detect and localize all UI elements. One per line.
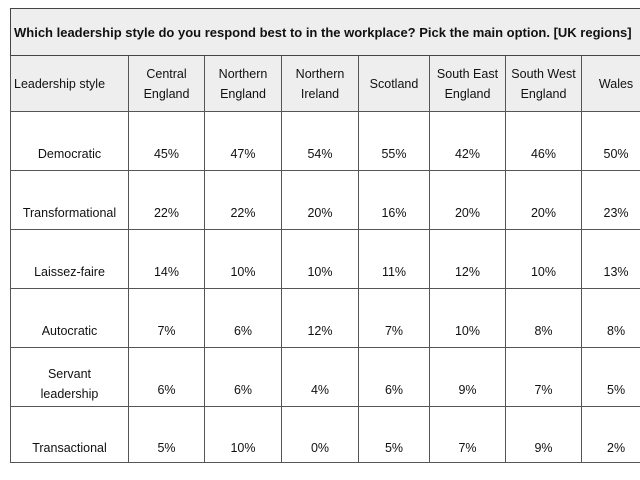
table-cell: 12% (281, 288, 359, 348)
table-cell: 10% (281, 229, 359, 289)
header-row: Leadership style Central England Northern… (10, 55, 640, 112)
table-cell: 20% (429, 170, 506, 230)
table-cell: 5% (128, 406, 205, 463)
table-cell: 7% (358, 288, 430, 348)
table-row: Autocratic 7% 6% 12% 7% 10% 8% 8% (10, 288, 640, 348)
row-label-line: leadership (40, 387, 99, 401)
column-header-line: South East (436, 66, 499, 81)
table-cell: 10% (204, 229, 282, 289)
table-row: Transformational 22% 22% 20% 16% 20% 20% 23% (10, 170, 640, 230)
table-cell: 10% (429, 288, 506, 348)
column-header-line: Scotland (369, 76, 419, 91)
table-cell: 6% (128, 347, 205, 407)
column-header: South West England (505, 55, 582, 112)
table-cell: 0% (281, 406, 359, 463)
column-header-line: England (444, 86, 491, 101)
row-label: Autocratic (10, 288, 129, 348)
table-cell: 9% (429, 347, 506, 407)
table-row: Democratic 45% 47% 54% 55% 42% 46% 50% (10, 111, 640, 171)
column-header: Scotland (358, 55, 430, 112)
table-cell: 16% (358, 170, 430, 230)
column-header: Wales (580, 55, 640, 112)
table-cell: 10% (204, 406, 282, 463)
row-label: Transactional (10, 406, 129, 463)
table-cell: 7% (505, 347, 582, 407)
table-cell: 54% (281, 111, 359, 171)
table-cell: 42% (429, 111, 506, 171)
column-header: Central England (128, 55, 205, 112)
table-cell: 6% (204, 347, 282, 407)
survey-results-table: Which leadership style do you respond be… (9, 8, 640, 463)
table-cell: 5% (358, 406, 430, 463)
row-header-label: Leadership style (10, 55, 129, 112)
table-body: Democratic 45% 47% 54% 55% 42% 46% 50% Transform… (10, 111, 640, 463)
column-header: South East England (429, 55, 506, 112)
table-cell: 2% (580, 406, 640, 463)
table-cell: 7% (128, 288, 205, 348)
row-label: Servant leadership (10, 347, 129, 407)
column-header-line: England (520, 86, 567, 101)
table-cell: 9% (505, 406, 582, 463)
table-cell: 5% (580, 347, 640, 407)
row-label: Democratic (10, 111, 129, 171)
survey-table-container: Which leadership style do you respond be… (9, 8, 640, 463)
table-cell: 11% (358, 229, 430, 289)
table-cell: 8% (505, 288, 582, 348)
table-cell: 50% (580, 111, 640, 171)
column-header-line: England (143, 86, 190, 101)
table-cell: 12% (429, 229, 506, 289)
column-header-line: Central (146, 66, 187, 81)
table-cell: 8% (580, 288, 640, 348)
table-cell: 55% (358, 111, 430, 171)
table-cell: 7% (429, 406, 506, 463)
column-header-line: South West (511, 66, 576, 81)
table-cell: 4% (281, 347, 359, 407)
table-cell: 14% (128, 229, 205, 289)
table-row: Laissez-faire 14% 10% 10% 11% 12% 10% 13% (10, 229, 640, 289)
column-header-line: England (220, 86, 266, 101)
table-cell: 20% (281, 170, 359, 230)
table-cell: 22% (128, 170, 205, 230)
column-header-line: Northern (295, 66, 345, 81)
table-cell: 20% (505, 170, 582, 230)
table-cell: 13% (580, 229, 640, 289)
table-cell: 23% (580, 170, 640, 230)
table-cell: 47% (204, 111, 282, 171)
table-cell: 46% (505, 111, 582, 171)
column-header-line: Northern (218, 66, 268, 81)
table-title: Which leadership style do you respond be… (9, 8, 640, 56)
column-header: Northern Ireland (281, 55, 359, 112)
column-header-line: Wales (598, 76, 634, 91)
column-header-line: Ireland (300, 86, 340, 101)
table-cell: 6% (358, 347, 430, 407)
row-label-line: Servant (47, 367, 92, 381)
row-label: Transformational (10, 170, 129, 230)
table-cell: 45% (128, 111, 205, 171)
table-row: Transactional 5% 10% 0% 5% 7% 9% 2% (10, 406, 640, 463)
table-cell: 22% (204, 170, 282, 230)
column-header: Northern England (204, 55, 282, 112)
row-label: Laissez-faire (10, 229, 129, 289)
table-cell: 10% (505, 229, 582, 289)
table-row: Servant leadership 6% 6% 4% 6% 9% 7% 5% (10, 347, 640, 407)
table-cell: 6% (204, 288, 282, 348)
